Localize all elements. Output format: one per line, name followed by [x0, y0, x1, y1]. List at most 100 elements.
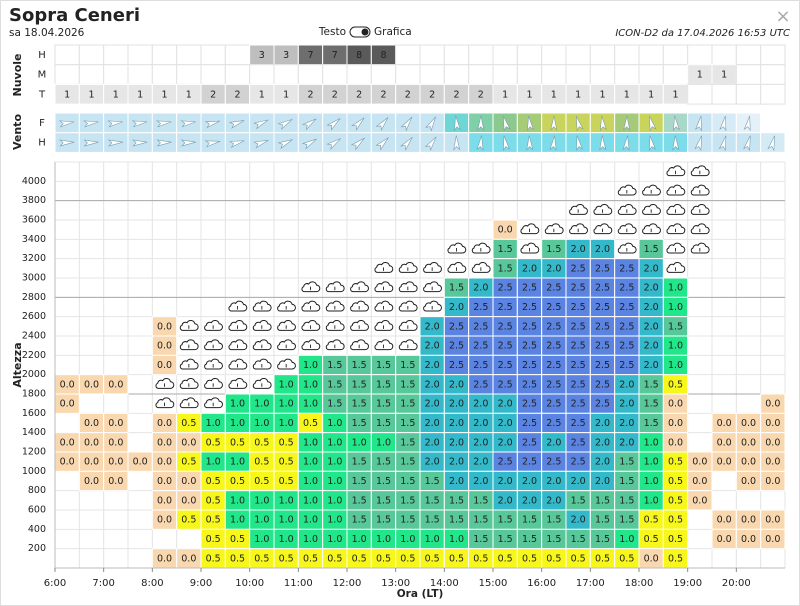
cell-value: 1.0 [230, 495, 245, 506]
cell-value: 2.5 [522, 341, 537, 352]
cloud-icon [520, 242, 540, 254]
cell-value: 2.0 [425, 379, 440, 390]
wind-arrow [503, 135, 510, 151]
cell-value: 1.0 [644, 437, 659, 448]
cloud-icon [252, 378, 272, 389]
cloud-icon [520, 223, 540, 235]
cell-value: 1.5 [400, 437, 415, 448]
cell-value: 1.5 [352, 379, 367, 390]
cell-value: 2.0 [644, 360, 659, 371]
wind-arrow [156, 120, 172, 128]
cell-value: 2.0 [644, 341, 659, 352]
cell-value: 0.5 [668, 457, 683, 468]
cell-value: 0.5 [400, 553, 415, 564]
cell-value: 0.0 [84, 437, 99, 448]
cell-value: 1.5 [668, 321, 683, 332]
cloud-icon [666, 184, 686, 196]
cell-value: 2.0 [546, 476, 561, 487]
close-button[interactable]: × [775, 6, 790, 27]
cell-value: 0.5 [230, 534, 245, 545]
cloud-icon [325, 300, 345, 312]
cloud-value: 8 [380, 50, 386, 61]
toggle-switch[interactable] [349, 26, 371, 38]
cell-value: 1.5 [376, 379, 391, 390]
cell-value: 1.5 [425, 515, 440, 526]
cell-value: 1.5 [376, 418, 391, 429]
cloud-icon [374, 320, 394, 331]
cell-value: 1.0 [230, 457, 245, 468]
wind-arrow [672, 135, 680, 151]
toggle-right-label[interactable]: Grafica [374, 26, 412, 38]
cell-value: 0.5 [668, 495, 683, 506]
cell-value: 2.0 [473, 457, 488, 468]
cell-value: 1.5 [327, 360, 342, 371]
cloud-icon [155, 378, 175, 389]
wind-arrow [131, 120, 148, 128]
cell-value: 2.5 [473, 321, 488, 332]
cloud-cell [565, 44, 591, 66]
cloud-value: 1 [283, 89, 289, 100]
cell-value: 2.5 [522, 457, 537, 468]
cell-value: 2.5 [619, 302, 634, 313]
cell-value: 0.0 [60, 437, 75, 448]
cloud-cell [200, 44, 226, 66]
cloud-cell [419, 44, 445, 66]
cloud-cell [249, 64, 275, 85]
cloud-icon [325, 339, 345, 351]
cell-value: 2.5 [595, 341, 610, 352]
cloud-cell [273, 64, 299, 85]
wind-arrow [301, 118, 317, 131]
cell-value: 2.5 [522, 283, 537, 294]
cell-value: 0.0 [84, 379, 99, 390]
cell-value: 1.5 [327, 379, 342, 390]
cell-value: 1.0 [303, 495, 318, 506]
cell-value: 2.0 [498, 476, 513, 487]
cell-value: 2.5 [546, 321, 561, 332]
wind-arrow [622, 135, 630, 151]
cell-value: 2.0 [498, 399, 513, 410]
wind-arrow [326, 118, 341, 131]
cell-value: 2.5 [522, 418, 537, 429]
cell-value: 0.5 [425, 553, 440, 564]
cell-value: 2.5 [571, 302, 586, 313]
cell-value: 1.5 [595, 495, 610, 506]
cloud-icon [593, 223, 613, 235]
cloud-cell [54, 64, 80, 85]
cell-value: 2.5 [473, 379, 488, 390]
cell-value: 2.5 [473, 302, 488, 313]
cell-value: 2.5 [595, 360, 610, 371]
cloud-icon [179, 339, 199, 351]
cell-value: 0.0 [108, 457, 123, 468]
toggle-left-label[interactable]: Testo [318, 26, 346, 38]
cell-value: 2.5 [571, 283, 586, 294]
cell-value: 2.5 [619, 283, 634, 294]
cell-value: 2.5 [619, 360, 634, 371]
wind-arrow [743, 115, 751, 132]
cloud-value: 2 [307, 89, 313, 100]
cell-value: 0.0 [765, 534, 780, 545]
value-cell [760, 470, 786, 492]
cloud-cell [127, 64, 153, 85]
toggle-knob[interactable] [361, 28, 369, 36]
value-cell [687, 490, 713, 511]
cloud-icon [252, 300, 272, 312]
clouds-label: Nuvole [11, 54, 24, 97]
cell-value: 2.5 [546, 418, 561, 429]
cloud-value: 2 [405, 89, 411, 100]
cell-value: 1.0 [400, 534, 415, 545]
cloud-cell [662, 64, 689, 85]
cell-value: 1.0 [230, 399, 245, 410]
cloud-icon [666, 223, 686, 235]
cell-value: 0.5 [279, 437, 294, 448]
cell-value: 2.0 [619, 379, 634, 390]
time-axis-label: Ora (LT) [397, 588, 444, 600]
cell-value: 1.0 [303, 457, 318, 468]
cell-value: 2.5 [522, 302, 537, 313]
cell-value: 0.0 [157, 476, 172, 487]
cell-value: 0.0 [84, 418, 99, 429]
cell-value: 1.5 [352, 457, 367, 468]
cloud-cell [760, 83, 786, 105]
cell-value: 2.0 [546, 263, 561, 274]
cell-value: 0.0 [157, 495, 172, 506]
cloud-icon [447, 242, 467, 254]
